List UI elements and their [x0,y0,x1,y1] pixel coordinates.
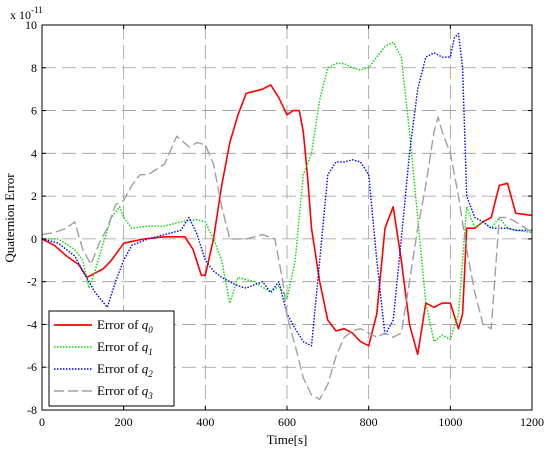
x-tick-label: 200 [115,415,133,429]
y-exponent-power: -11 [31,5,43,15]
series-line-q0 [41,84,533,356]
y-tick-label: -4 [27,317,37,331]
y-axis-label: Quaternion Error [2,173,17,263]
legend-label-q2: Error of q2 [97,361,153,379]
legend-label-q0: Error of q0 [97,317,153,335]
legend-label-q1: Error of q1 [97,339,153,357]
y-tick-label: 10 [25,18,37,32]
y-tick-label: 6 [31,104,37,118]
y-tick-label: -6 [27,360,37,374]
legend: Error of q0 Error of q1 Error of q2 Error o… [48,310,175,407]
y-exponent-label: x 10-11 [10,5,43,22]
x-tick-label: 1000 [438,415,462,429]
y-tick-label: 8 [31,61,37,75]
x-tick-label: 800 [360,415,378,429]
series-group [41,32,533,400]
legend-box [48,310,175,407]
axis-ticks: 0 200 400 600 800 1000 1200 -8 -6 -4 -2 0 2 4 6 8 10 [25,18,544,429]
series-line-q1 [42,41,533,343]
x-tick-label: 0 [39,415,45,429]
x-tick-label: 400 [196,415,214,429]
legend-label-q3: Error of q3 [97,383,153,401]
series-line-q2 [41,32,532,347]
x-tick-label: 1200 [520,415,544,429]
y-tick-label: 0 [31,232,37,246]
y-tick-label: 4 [31,146,37,160]
y-tick-label: -2 [27,275,37,289]
y-tick-label: 2 [31,189,37,203]
y-tick-label: -8 [27,403,37,417]
x-axis-label: Time[s] [267,432,308,447]
series-line-q3 [41,116,533,400]
x-tick-label: 600 [278,415,296,429]
